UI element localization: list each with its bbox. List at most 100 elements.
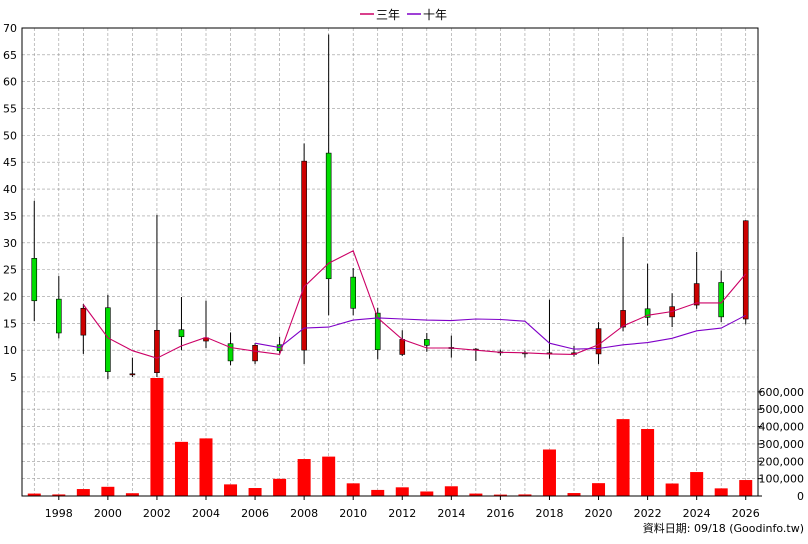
- volume-bar: [444, 486, 458, 496]
- candle-body: [227, 343, 234, 362]
- volume-bar: [592, 483, 606, 496]
- candle-body: [55, 298, 62, 334]
- candle-body: [595, 328, 602, 355]
- source-note: 資料日期: 09/18 (Goodinfo.tw): [643, 521, 804, 535]
- volume-bar: [27, 493, 41, 496]
- candle-body: [399, 339, 406, 355]
- volume-bars: [27, 378, 753, 496]
- volume-tick-label: 600,000: [759, 386, 805, 399]
- candle-body: [301, 160, 307, 351]
- volume-tick-label: 400,000: [759, 421, 805, 434]
- volume-bar: [567, 493, 581, 496]
- volume-bar: [297, 459, 311, 496]
- candle-body: [105, 307, 111, 372]
- volume-bar: [641, 429, 655, 496]
- x-tick-label: 2006: [241, 507, 269, 520]
- grid: [22, 27, 758, 497]
- ma10-line: [255, 314, 746, 350]
- x-tick-label: 2014: [437, 507, 465, 520]
- volume-tick-label: 500,000: [759, 403, 805, 416]
- volume-bar: [125, 493, 139, 496]
- moving-averages: [82, 250, 747, 359]
- volume-tick-label: 100,000: [759, 473, 805, 486]
- volume-bar: [101, 486, 115, 496]
- price-tick-label: 35: [3, 210, 17, 223]
- price-tick-label: 65: [3, 49, 17, 62]
- x-tick-label: 2000: [94, 507, 122, 520]
- x-tick-label: 2012: [388, 507, 416, 520]
- volume-bar: [273, 478, 287, 496]
- candle-body: [178, 329, 185, 338]
- volume-bar: [322, 456, 336, 496]
- price-tick-label: 5: [10, 371, 17, 384]
- volume-bar: [346, 483, 360, 496]
- volume-bar: [224, 484, 238, 496]
- volume-bar: [248, 488, 262, 496]
- candle-body: [742, 220, 749, 320]
- volume-bar: [714, 488, 728, 496]
- price-tick-label: 70: [3, 22, 17, 35]
- candle-body: [693, 283, 700, 306]
- x-tick-label: 2026: [732, 507, 760, 520]
- volume-bar: [469, 493, 483, 496]
- price-tick-label: 60: [3, 76, 17, 89]
- volume-bar: [371, 489, 385, 496]
- volume-bar: [76, 489, 90, 496]
- volume-tick-label: 0: [797, 490, 804, 503]
- x-tick-label: 2002: [143, 507, 171, 520]
- candle-body: [325, 152, 332, 280]
- x-tick-label: 2004: [192, 507, 220, 520]
- ma3-line: [82, 250, 747, 359]
- price-candles: [31, 34, 749, 380]
- candle-body: [620, 310, 626, 328]
- candle-body: [80, 307, 87, 336]
- price-tick-label: 30: [3, 237, 17, 250]
- volume-tick-label: 300,000: [759, 438, 805, 451]
- candle-body: [154, 329, 160, 374]
- volume-bar: [665, 483, 679, 496]
- volume-tick-label: 200,000: [759, 455, 805, 468]
- x-tick-label: 2020: [585, 507, 613, 520]
- x-tick-label: 2018: [535, 507, 563, 520]
- candle-body: [718, 282, 725, 318]
- volume-bar: [150, 378, 164, 496]
- x-tick-label: 2008: [290, 507, 318, 520]
- price-tick-label: 20: [3, 290, 17, 303]
- x-tick-label: 2022: [634, 507, 662, 520]
- price-tick-label: 50: [3, 129, 17, 142]
- x-tick-label: 2024: [683, 507, 711, 520]
- candle-body: [374, 312, 381, 350]
- volume-bar: [616, 419, 630, 496]
- volume-bar: [174, 441, 188, 496]
- volume-bar: [518, 494, 532, 496]
- candle-body: [31, 258, 38, 302]
- candle-body: [252, 345, 258, 362]
- candle-body: [644, 308, 651, 318]
- volume-bar: [395, 487, 409, 496]
- candle-body: [129, 373, 136, 376]
- legend-label-ma10: 十年: [423, 8, 447, 22]
- legend: 三年 十年: [360, 8, 447, 22]
- price-tick-label: 15: [3, 317, 17, 330]
- x-tick-label: 2016: [486, 507, 514, 520]
- volume-bar: [420, 491, 434, 496]
- volume-bar: [690, 472, 704, 496]
- volume-bar: [493, 494, 507, 496]
- axes: 1998 2000 2002 2004 2006 2008 2010 2012 2014 2016…: [3, 22, 804, 520]
- plot-frame: [21, 27, 759, 497]
- volume-bar: [542, 449, 556, 496]
- x-tick-label: 1998: [45, 507, 73, 520]
- price-tick-label: 40: [3, 183, 17, 196]
- volume-bar: [199, 438, 213, 496]
- candle-body: [350, 276, 357, 309]
- legend-label-ma3: 三年: [376, 8, 400, 22]
- x-tick-label: 2010: [339, 507, 367, 520]
- candle-body: [423, 339, 430, 346]
- volume-bar: [52, 494, 66, 496]
- price-tick-label: 10: [3, 344, 17, 357]
- price-tick-label: 55: [3, 103, 17, 116]
- price-tick-label: 25: [3, 264, 17, 277]
- volume-bar: [739, 480, 753, 496]
